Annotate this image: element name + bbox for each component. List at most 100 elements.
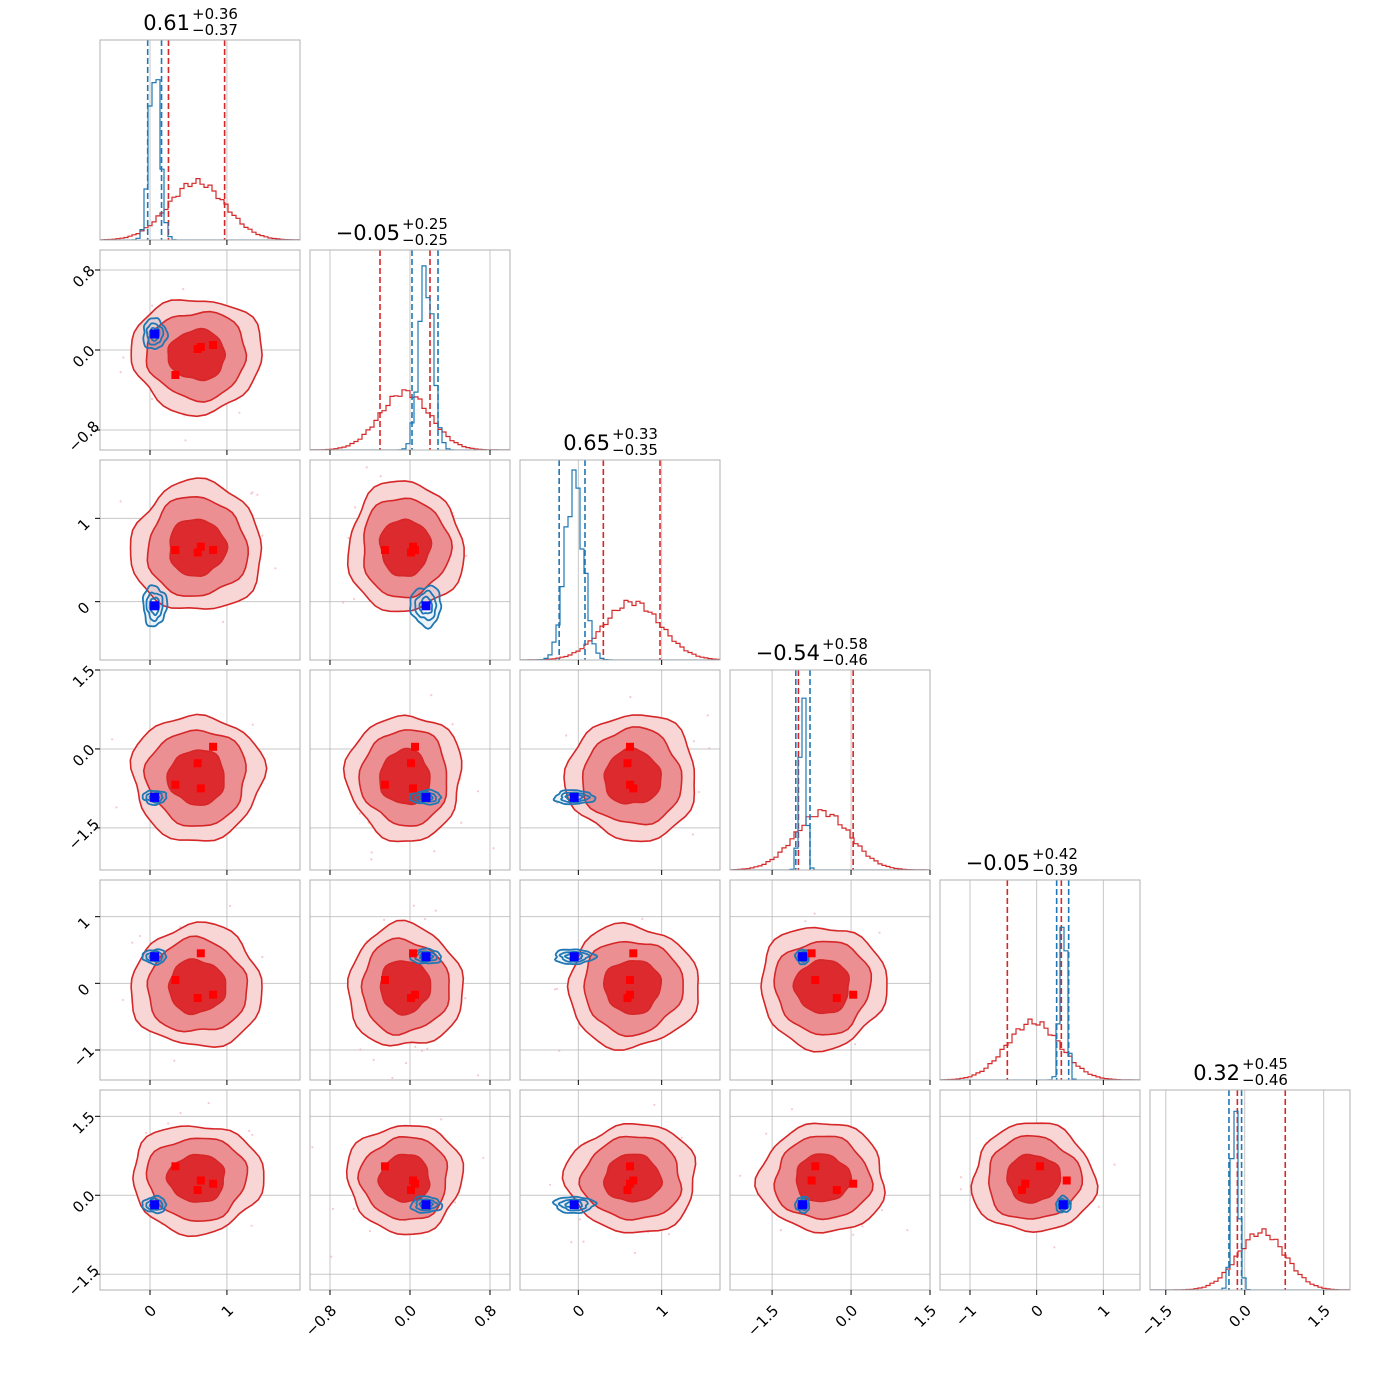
x-tick-label: −1.5 — [1138, 1302, 1176, 1340]
sample-dot — [412, 904, 415, 907]
sample-dot — [779, 1229, 783, 1232]
sample-dot — [960, 1176, 963, 1179]
sample-dot — [167, 1122, 170, 1125]
panel-frame — [1149, 1089, 1351, 1291]
sample-dot — [734, 786, 736, 788]
x-tick-label: −0.8 — [302, 1302, 340, 1340]
red-contour — [602, 959, 663, 1016]
red-truth-marker — [1021, 1179, 1030, 1188]
x-tick-label: 0.0 — [391, 1302, 421, 1332]
y-tick-label: 0.0 — [69, 1187, 99, 1217]
sample-dot — [570, 1241, 573, 1244]
red-truth-marker — [196, 949, 205, 958]
panel-2-1 — [309, 459, 511, 665]
panel-4-3 — [729, 879, 931, 1085]
sample-dot — [460, 821, 463, 824]
title-minus-error: −0.46 — [1242, 1071, 1288, 1089]
sample-dot — [629, 695, 632, 699]
sample-dot — [248, 1129, 251, 1132]
sample-dot — [653, 1103, 656, 1106]
title-minus-error: −0.35 — [612, 441, 658, 459]
sample-dot — [878, 931, 881, 934]
title-plus-error: +0.36 — [192, 5, 238, 23]
blue-contour — [560, 791, 592, 804]
blue-contour — [414, 1198, 439, 1212]
panel-frame — [99, 669, 301, 871]
title-value: 0.65 — [563, 431, 610, 455]
panel-frame — [99, 459, 301, 661]
blue-contour — [557, 1198, 589, 1212]
red-histogram — [1150, 1228, 1350, 1290]
panel-frame — [519, 879, 721, 1081]
red-truth-marker — [196, 542, 205, 551]
y-tick-label: −1 — [70, 1042, 98, 1070]
blue-histogram — [520, 469, 720, 660]
blue-contour — [148, 326, 161, 342]
title-value: 0.61 — [143, 11, 190, 35]
blue-contour — [796, 1197, 809, 1212]
y-tick-label: 0 — [74, 598, 93, 617]
red-truth-marker — [171, 1162, 180, 1171]
red-contour — [378, 518, 433, 577]
sample-dot — [804, 920, 807, 923]
panel-3-2 — [519, 669, 736, 875]
x-tick-label: 1 — [1094, 1302, 1113, 1321]
sample-dot — [420, 1049, 424, 1052]
sample-dot — [122, 998, 125, 1002]
sample-dot — [492, 847, 495, 850]
blue-truth-marker — [569, 792, 579, 802]
sample-dot — [256, 493, 259, 496]
sample-dot — [426, 1047, 429, 1050]
panel-5-0: 0 1 −1.5 0.0 1.5 — [65, 1089, 301, 1321]
sample-dot — [424, 917, 427, 921]
panel-1-0: −0.8 0.0 0.8 — [65, 249, 301, 456]
red-truth-marker — [171, 371, 180, 379]
sample-dot — [311, 1146, 314, 1149]
red-histogram — [940, 1018, 1140, 1080]
sample-dot — [582, 1240, 585, 1243]
panel-5-3: −1.5 0.0 1.5 — [729, 1089, 941, 1340]
y-tick-label: −1.5 — [65, 815, 103, 853]
sample-dot — [158, 1103, 160, 1105]
red-contour — [166, 749, 225, 807]
sample-dot — [813, 912, 816, 915]
red-truth-marker — [193, 759, 202, 768]
sample-dot — [1097, 1205, 1100, 1208]
sample-dot — [451, 723, 454, 726]
blue-histogram — [730, 697, 930, 870]
title-plus-error: +0.45 — [1242, 1055, 1288, 1073]
blue-truth-marker — [421, 1200, 431, 1210]
y-tick-label: 0.0 — [69, 741, 99, 771]
blue-truth-marker — [150, 601, 160, 611]
sample-dot — [465, 554, 468, 557]
panel-frame — [99, 879, 301, 1081]
x-tick-label: 1.5 — [911, 1302, 941, 1332]
sample-dot — [182, 288, 185, 291]
title-plus-error: +0.25 — [402, 215, 448, 233]
y-tick-label: 1.5 — [69, 1108, 99, 1138]
red-truth-marker — [409, 784, 417, 793]
x-tick-label: 0.8 — [471, 1302, 501, 1332]
sample-dot — [476, 790, 480, 793]
sample-dot — [414, 1045, 417, 1048]
sample-dot — [433, 850, 436, 853]
panel-frame — [99, 1089, 301, 1291]
red-truth-marker — [381, 976, 389, 984]
sample-dot — [549, 1183, 552, 1186]
x-tick-label: 1 — [218, 1302, 237, 1321]
blue-truth-marker — [421, 792, 431, 802]
sample-dot — [434, 909, 437, 912]
title-plus-error: +0.42 — [1032, 845, 1078, 863]
blue-truth-marker — [798, 952, 808, 962]
y-tick-label: 1 — [74, 515, 93, 534]
sample-dot — [184, 439, 187, 442]
sample-dot — [881, 1209, 884, 1212]
y-tick-label: 0.8 — [69, 262, 99, 292]
red-truth-marker — [807, 1176, 816, 1185]
blue-truth-marker — [421, 601, 431, 611]
sample-dot — [708, 747, 711, 750]
sample-dot — [1102, 1114, 1105, 1117]
sample-dot — [119, 371, 122, 374]
